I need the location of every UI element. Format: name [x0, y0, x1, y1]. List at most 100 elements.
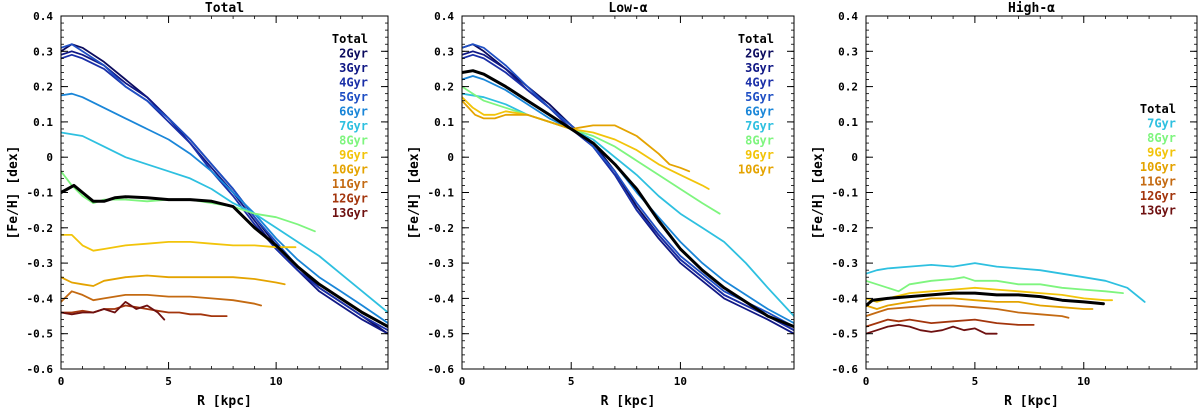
series-line-9gyr	[462, 96, 710, 190]
series-line-7gyr	[866, 262, 1146, 303]
y-tick-label: -0.6	[832, 363, 859, 376]
series-group	[866, 262, 1146, 335]
legend: Total2Gyr3Gyr4Gyr5Gyr6Gyr7Gyr8Gyr9Gyr10G…	[738, 32, 774, 177]
legend-item-11gyr: 11Gyr	[1140, 175, 1176, 189]
legend-item-6gyr: 6Gyr	[745, 105, 774, 119]
y-tick-label: -0.6	[428, 363, 455, 376]
x-tick-label: 0	[58, 375, 65, 388]
legend-item-6gyr: 6Gyr	[339, 105, 368, 119]
x-tick-label: 5	[568, 375, 575, 388]
x-axis-label: R [kpc]	[601, 394, 656, 409]
series-line-13gyr	[866, 323, 998, 335]
y-tick-label: 0.2	[434, 81, 454, 94]
y-tick-label: 0.3	[838, 45, 858, 58]
y-tick-label: -0.1	[428, 187, 455, 200]
legend-item-total: Total	[332, 32, 368, 46]
series-line-11gyr	[866, 304, 1070, 319]
y-tick-label: 0.1	[33, 116, 53, 129]
legend-item-3gyr: 3Gyr	[339, 61, 368, 75]
legend-item-3gyr: 3Gyr	[745, 61, 774, 75]
legend-item-2gyr: 2Gyr	[745, 47, 774, 61]
series-line-total	[61, 183, 388, 329]
y-tick-label: 0.3	[434, 45, 454, 58]
y-tick-label: -0.5	[832, 328, 859, 341]
y-tick-label: 0	[46, 151, 53, 164]
legend: Total2Gyr3Gyr4Gyr5Gyr6Gyr7Gyr8Gyr9Gyr10G…	[332, 32, 368, 220]
y-tick-label: -0.2	[27, 222, 54, 235]
legend-item-7gyr: 7Gyr	[745, 119, 774, 133]
chart-panel-1: 0.4 0.3 0.2 0.1 0 -0.1 -0.2 -0.3 -0.4 -0.5 -0.6 0 5 1…	[6, 1, 389, 409]
legend-item-2gyr: 2Gyr	[339, 47, 368, 61]
legend-item-10gyr: 10Gyr	[738, 163, 774, 177]
x-tick-label: 10	[270, 375, 283, 388]
legend-item-7gyr: 7Gyr	[339, 119, 368, 133]
series-line-3gyr	[61, 50, 388, 335]
y-tick-label: 0.3	[33, 45, 53, 58]
legend-item-8gyr: 8Gyr	[339, 134, 368, 148]
series-line-10gyr	[866, 297, 1094, 310]
legend-item-10gyr: 10Gyr	[332, 163, 368, 177]
legend-item-9gyr: 9Gyr	[339, 148, 368, 162]
y-axis-label: [Fe/H] [dex]	[6, 146, 21, 240]
legend-item-10gyr: 10Gyr	[1140, 160, 1176, 174]
y-tick-label: -0.2	[832, 222, 859, 235]
legend-item-8gyr: 8Gyr	[745, 134, 774, 148]
y-axis-label: [Fe/H] [dex]	[407, 146, 422, 240]
y-tick-label: -0.1	[832, 187, 859, 200]
series-line-total	[866, 291, 1105, 307]
series-line-9gyr	[61, 233, 297, 252]
x-axis-label: R [kpc]	[1004, 394, 1059, 409]
legend-item-4gyr: 4Gyr	[745, 76, 774, 90]
series-line-5gyr	[462, 43, 794, 328]
x-tick-label: 0	[459, 375, 466, 388]
series-line-8gyr	[462, 85, 721, 215]
series-line-6gyr	[61, 92, 388, 325]
legend-item-5gyr: 5Gyr	[745, 90, 774, 104]
chart-panel-2: 0.4 0.3 0.2 0.1 0 -0.1 -0.2 -0.3 -0.4 -0.5 -0.6 0 5 1…	[407, 1, 795, 409]
y-tick-label: -0.5	[27, 328, 54, 341]
y-tick-label: 0.4	[33, 10, 53, 23]
legend-item-5gyr: 5Gyr	[339, 90, 368, 104]
x-tick-label: 10	[674, 375, 687, 388]
chart-title: Total	[205, 1, 244, 16]
y-tick-label: -0.1	[27, 187, 54, 200]
x-axis-label: R [kpc]	[197, 394, 252, 409]
series-line-8gyr	[866, 276, 1124, 295]
y-tick-label: 0	[447, 151, 454, 164]
y-tick-label: -0.4	[832, 292, 859, 305]
series-group	[61, 43, 388, 335]
y-tick-label: -0.3	[27, 257, 54, 270]
series-line-10gyr	[462, 99, 691, 173]
legend-item-7gyr: 7Gyr	[1147, 117, 1176, 131]
y-tick-label: -0.4	[428, 292, 455, 305]
chart-title: High-α	[1008, 1, 1055, 16]
y-tick-label: 0.2	[33, 81, 53, 94]
legend-item-9gyr: 9Gyr	[1147, 146, 1176, 160]
legend-item-13gyr: 13Gyr	[332, 206, 368, 220]
y-tick-label: -0.3	[832, 257, 859, 270]
legend-item-12gyr: 12Gyr	[332, 192, 368, 206]
series-line-total	[462, 69, 794, 329]
y-axis-label: [Fe/H] [dex]	[811, 146, 826, 240]
legend-item-12gyr: 12Gyr	[1140, 189, 1176, 203]
y-tick-label: -0.5	[428, 328, 455, 341]
chart-title: Low-α	[608, 1, 647, 16]
legend-item-9gyr: 9Gyr	[745, 148, 774, 162]
legend-item-11gyr: 11Gyr	[332, 177, 368, 191]
y-tick-label: -0.3	[428, 257, 455, 270]
y-tick-label: 0.4	[434, 10, 454, 23]
x-tick-label: 10	[1077, 375, 1090, 388]
series-line-4gyr	[462, 53, 794, 332]
legend-item-13gyr: 13Gyr	[1140, 204, 1176, 218]
chart-panel-3: 0.4 0.3 0.2 0.1 0 -0.1 -0.2 -0.3 -0.4 -0.5 -0.6 0 5 1…	[811, 1, 1198, 409]
y-tick-label: 0	[851, 151, 858, 164]
series-line-10gyr	[61, 274, 286, 287]
x-tick-label: 5	[972, 375, 979, 388]
series-line-7gyr	[61, 131, 388, 314]
y-tick-label: 0.2	[838, 81, 858, 94]
legend-item-8gyr: 8Gyr	[1147, 131, 1176, 145]
y-tick-label: 0.1	[838, 116, 858, 129]
x-tick-label: 5	[165, 375, 172, 388]
series-line-11gyr	[61, 290, 263, 307]
